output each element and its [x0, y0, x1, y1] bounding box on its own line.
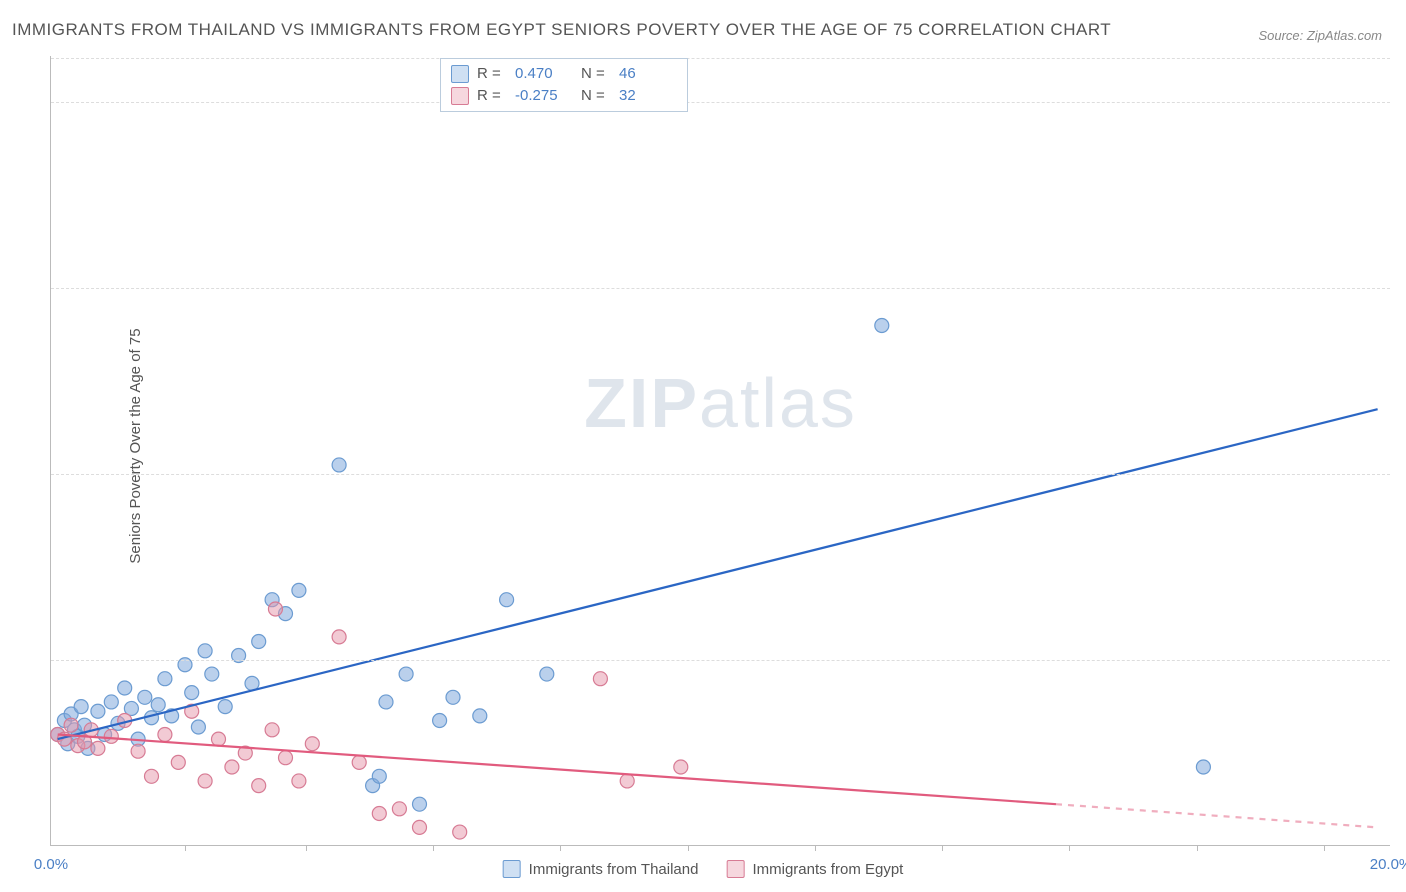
legend-row-egypt: R = -0.275 N = 32: [451, 85, 677, 107]
data-point-thailand: [399, 667, 413, 681]
data-point-thailand: [1196, 760, 1210, 774]
plot-area: ZIPatlas 20.0%40.0%60.0%80.0%0.0%20.0%: [50, 56, 1390, 846]
x-tick-mark: [560, 845, 561, 851]
data-point-egypt: [225, 760, 239, 774]
r-value-thailand: 0.470: [515, 63, 573, 85]
data-point-thailand: [158, 672, 172, 686]
trend-line-thailand: [58, 409, 1378, 739]
chart-svg: [51, 56, 1390, 845]
data-point-egypt: [453, 825, 467, 839]
data-point-egypt: [145, 769, 159, 783]
data-point-egypt: [593, 672, 607, 686]
series-legend: Immigrants from Thailand Immigrants from…: [503, 860, 904, 878]
gridline: [51, 58, 1390, 59]
source-attribution: Source: ZipAtlas.com: [1258, 28, 1382, 43]
x-tick-mark: [433, 845, 434, 851]
data-point-egypt: [372, 806, 386, 820]
trend-line-ext-egypt: [1056, 804, 1378, 827]
data-point-egypt: [131, 744, 145, 758]
data-point-egypt: [620, 774, 634, 788]
r-label: R =: [477, 85, 507, 107]
data-point-egypt: [674, 760, 688, 774]
data-point-thailand: [372, 769, 386, 783]
x-tick-mark: [1197, 845, 1198, 851]
x-tick-label: 0.0%: [34, 856, 68, 873]
data-point-thailand: [433, 714, 447, 728]
data-point-thailand: [104, 695, 118, 709]
data-point-thailand: [252, 635, 266, 649]
legend-item-egypt: Immigrants from Egypt: [726, 860, 903, 878]
data-point-egypt: [352, 755, 366, 769]
x-tick-mark: [688, 845, 689, 851]
x-tick-label: 20.0%: [1370, 856, 1406, 873]
data-point-thailand: [205, 667, 219, 681]
data-point-thailand: [151, 698, 165, 712]
data-point-thailand: [413, 797, 427, 811]
data-point-thailand: [74, 700, 88, 714]
swatch-thailand: [451, 65, 469, 83]
data-point-egypt: [64, 718, 78, 732]
data-point-thailand: [198, 644, 212, 658]
data-point-thailand: [191, 720, 205, 734]
n-value-egypt: 32: [619, 85, 677, 107]
data-point-thailand: [185, 686, 199, 700]
gridline: [51, 288, 1390, 289]
data-point-thailand: [446, 690, 460, 704]
legend-label-thailand: Immigrants from Thailand: [529, 861, 699, 878]
x-tick-mark: [1324, 845, 1325, 851]
data-point-egypt: [332, 630, 346, 644]
data-point-egypt: [198, 774, 212, 788]
legend-row-thailand: R = 0.470 N = 46: [451, 63, 677, 85]
data-point-egypt: [265, 723, 279, 737]
data-point-thailand: [292, 583, 306, 597]
data-point-thailand: [138, 690, 152, 704]
data-point-egypt: [91, 741, 105, 755]
plot-frame: ZIPatlas 20.0%40.0%60.0%80.0%0.0%20.0%: [50, 56, 1390, 846]
r-value-egypt: -0.275: [515, 85, 573, 107]
data-point-egypt: [158, 727, 172, 741]
data-point-thailand: [218, 700, 232, 714]
data-point-egypt: [252, 779, 266, 793]
swatch-egypt: [451, 87, 469, 105]
n-label: N =: [581, 63, 611, 85]
data-point-thailand: [118, 681, 132, 695]
data-point-egypt: [292, 774, 306, 788]
chart-title: IMMIGRANTS FROM THAILAND VS IMMIGRANTS F…: [12, 20, 1111, 40]
data-point-thailand: [332, 458, 346, 472]
r-label: R =: [477, 63, 507, 85]
x-tick-mark: [185, 845, 186, 851]
data-point-egypt: [104, 729, 118, 743]
swatch-egypt-icon: [726, 860, 744, 878]
x-tick-mark: [942, 845, 943, 851]
n-label: N =: [581, 85, 611, 107]
x-tick-mark: [306, 845, 307, 851]
data-point-egypt: [413, 820, 427, 834]
data-point-egypt: [305, 737, 319, 751]
gridline: [51, 102, 1390, 103]
data-point-egypt: [392, 802, 406, 816]
correlation-legend: R = 0.470 N = 46 R = -0.275 N = 32: [440, 58, 688, 112]
data-point-thailand: [875, 319, 889, 333]
data-point-thailand: [500, 593, 514, 607]
data-point-thailand: [473, 709, 487, 723]
legend-item-thailand: Immigrants from Thailand: [503, 860, 699, 878]
data-point-thailand: [91, 704, 105, 718]
n-value-thailand: 46: [619, 63, 677, 85]
gridline: [51, 474, 1390, 475]
data-point-egypt: [268, 602, 282, 616]
legend-label-egypt: Immigrants from Egypt: [752, 861, 903, 878]
gridline: [51, 660, 1390, 661]
data-point-egypt: [212, 732, 226, 746]
data-point-egypt: [279, 751, 293, 765]
x-tick-mark: [1069, 845, 1070, 851]
data-point-thailand: [379, 695, 393, 709]
swatch-thailand-icon: [503, 860, 521, 878]
data-point-egypt: [171, 755, 185, 769]
x-tick-mark: [815, 845, 816, 851]
data-point-thailand: [540, 667, 554, 681]
trend-line-egypt: [58, 734, 1056, 804]
